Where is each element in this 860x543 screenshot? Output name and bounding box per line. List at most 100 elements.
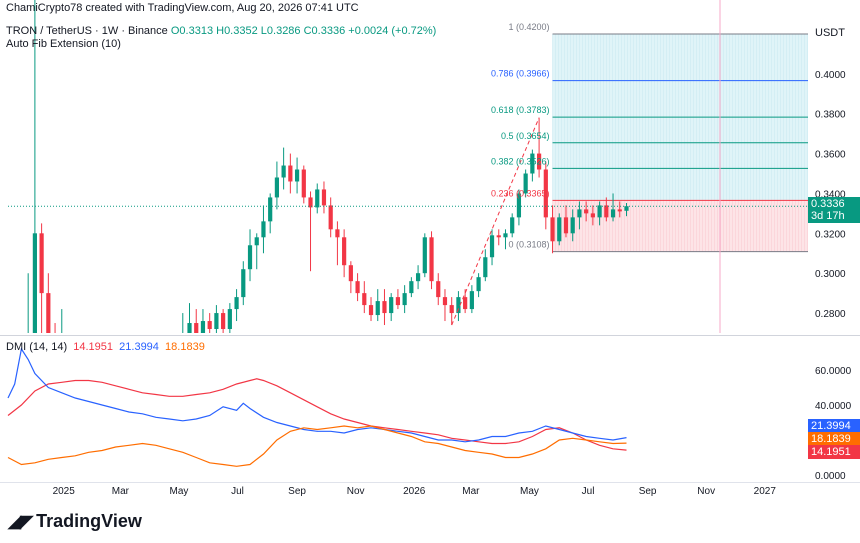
fib-level-label: 0.618 (0.3783) bbox=[491, 105, 550, 115]
candle-body bbox=[174, 357, 178, 369]
price-axis-tick: 0.3600 bbox=[815, 150, 846, 161]
dmi-pane bbox=[7, 347, 627, 467]
price-axis-tick: 0.4000 bbox=[815, 70, 846, 81]
candle-body bbox=[429, 237, 434, 282]
fib-zone bbox=[552, 0, 808, 333]
candle-body bbox=[32, 233, 37, 333]
price-axis-tick: 0.3200 bbox=[815, 229, 846, 240]
candle-body bbox=[26, 353, 30, 473]
currency-label[interactable]: USDT bbox=[815, 27, 845, 39]
grid bbox=[0, 335, 860, 483]
tradingview-logo[interactable]: ◢◤ TradingView bbox=[8, 511, 142, 532]
candle-body bbox=[308, 197, 313, 208]
candle-body bbox=[321, 189, 327, 206]
candle-body bbox=[200, 321, 206, 333]
candle-body bbox=[254, 237, 259, 246]
fib-trend-line bbox=[451, 117, 540, 326]
candle-body bbox=[39, 233, 44, 294]
candle-series bbox=[26, 0, 629, 473]
candle-body bbox=[536, 153, 542, 170]
ohlc-close: C0.3336 bbox=[303, 25, 346, 37]
ohlc-low: L0.3286 bbox=[260, 25, 301, 37]
price-axis-tick: 0.3800 bbox=[815, 110, 846, 121]
candle-body bbox=[449, 305, 454, 314]
trend-line bbox=[8, 117, 808, 326]
candle-body bbox=[362, 293, 367, 306]
candle-body bbox=[422, 237, 427, 274]
candle-body bbox=[93, 401, 97, 409]
fib-zone-lower bbox=[552, 200, 808, 252]
fib-level-label: 0 (0.3108) bbox=[509, 240, 550, 250]
candle-body bbox=[577, 209, 582, 218]
candle-body bbox=[463, 297, 468, 310]
candle-body bbox=[227, 309, 232, 330]
candle-body bbox=[604, 205, 609, 218]
ohlc-open: O0.3313 bbox=[170, 25, 214, 37]
candle-body bbox=[348, 265, 353, 282]
candle-body bbox=[87, 385, 91, 409]
candle-body bbox=[469, 291, 474, 310]
candle-body bbox=[261, 221, 266, 238]
current-price-tag: 0.3336 3d 17h bbox=[808, 197, 860, 223]
candle-body bbox=[395, 297, 401, 306]
candle-body bbox=[375, 301, 380, 316]
candle-body bbox=[241, 269, 246, 298]
candle-body bbox=[389, 297, 394, 314]
dmi-minus-di-line bbox=[7, 425, 627, 467]
indicator-legend[interactable]: Auto Fib Extension (10) bbox=[6, 38, 121, 50]
dmi-minus-di-value: 18.1839 bbox=[165, 341, 205, 353]
dmi-adx-value: 14.1951 bbox=[73, 341, 114, 353]
candle-body bbox=[610, 209, 616, 218]
candle-body bbox=[161, 377, 165, 383]
candle-body bbox=[523, 173, 528, 194]
candle-body bbox=[476, 277, 481, 292]
candle-body bbox=[456, 297, 461, 314]
candle-body bbox=[221, 313, 226, 330]
symbol-name[interactable]: TRON / TetherUS · 1W · Binance bbox=[6, 25, 168, 37]
time-axis-tick: 2025 bbox=[53, 486, 76, 497]
symbol-legend[interactable]: TRON / TetherUS · 1W · Binance O0.3313 H… bbox=[6, 25, 436, 37]
candle-body bbox=[113, 409, 117, 417]
time-axis-tick: Jul bbox=[231, 486, 244, 497]
candle-body bbox=[368, 305, 374, 316]
fib-level-label: 0.382 (0.3526) bbox=[491, 156, 550, 166]
candle-body bbox=[563, 217, 569, 234]
candle-body bbox=[127, 403, 131, 409]
candle-body bbox=[234, 297, 239, 310]
current-price-value: 0.3336 bbox=[811, 198, 845, 210]
candle-body bbox=[402, 293, 407, 306]
candle-body bbox=[46, 293, 51, 333]
candle-body bbox=[294, 169, 300, 182]
candle-body bbox=[207, 321, 212, 330]
dmi-plus-di-value: 21.3994 bbox=[119, 341, 159, 353]
fib-level-label: 1 (0.4200) bbox=[509, 22, 550, 32]
price-axis-tick: 0.2800 bbox=[815, 309, 846, 320]
time-axis-tick: May bbox=[169, 486, 188, 497]
candle-body bbox=[315, 189, 320, 208]
dmi-adx-line bbox=[7, 378, 627, 451]
candle-body bbox=[301, 169, 306, 198]
time-axis-tick: May bbox=[520, 486, 539, 497]
candle-body bbox=[516, 193, 522, 218]
candle-body bbox=[415, 273, 421, 282]
time-axis-tick: Mar bbox=[462, 486, 480, 497]
candle-body bbox=[557, 217, 562, 242]
candle-body bbox=[274, 177, 280, 198]
dmi-legend[interactable]: DMI (14, 14) 14.1951 21.3994 18.1839 bbox=[6, 341, 205, 353]
dmi-axis-tick: 0.0000 bbox=[815, 471, 846, 482]
price-axis-tick: 0.3400 bbox=[815, 189, 846, 200]
candle-body bbox=[436, 281, 441, 298]
candle-body bbox=[342, 237, 347, 266]
candle-body bbox=[442, 297, 448, 306]
candle-body bbox=[147, 385, 151, 393]
candle-body bbox=[496, 235, 501, 238]
time-axis-tick: 2026 bbox=[403, 486, 426, 497]
time-axis-tick: Nov bbox=[697, 486, 715, 497]
fib-level-label: 0.5 (0.3654) bbox=[501, 131, 550, 141]
candle-body bbox=[288, 165, 293, 182]
candle-body bbox=[167, 369, 171, 377]
candle-body bbox=[268, 197, 273, 222]
ohlc-high: H0.3352 bbox=[216, 25, 258, 37]
dmi-name: DMI (14, 14) bbox=[6, 341, 68, 353]
